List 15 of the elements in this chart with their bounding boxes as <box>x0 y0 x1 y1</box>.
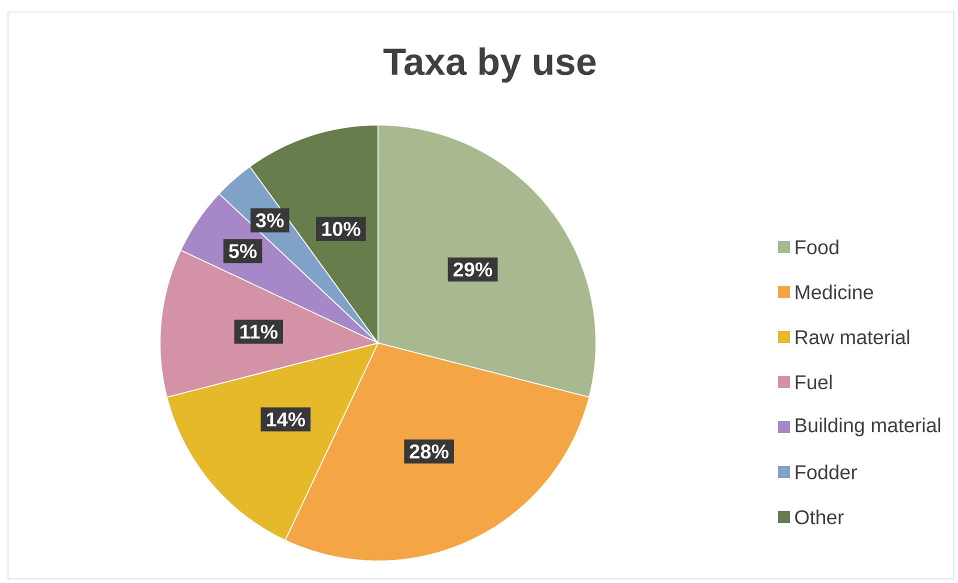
data-label: 10% <box>322 222 360 236</box>
legend-label: Building material <box>796 418 940 436</box>
legend-label: Food <box>796 240 838 254</box>
legend-label: Fodder <box>796 464 857 480</box>
legend-label: Fuel <box>796 374 832 390</box>
data-label: 11% <box>240 324 278 339</box>
chart-title: Taxa by use <box>383 47 596 83</box>
legend-label: Medicine <box>796 284 874 300</box>
data-label: 3% <box>256 213 284 228</box>
data-label: 29% <box>453 262 492 277</box>
data-label: 5% <box>228 244 257 258</box>
data-label: 14% <box>266 412 306 426</box>
legend-label: Raw material <box>796 330 910 344</box>
data-label: 28% <box>410 444 448 459</box>
legend-label: Other <box>795 510 844 524</box>
